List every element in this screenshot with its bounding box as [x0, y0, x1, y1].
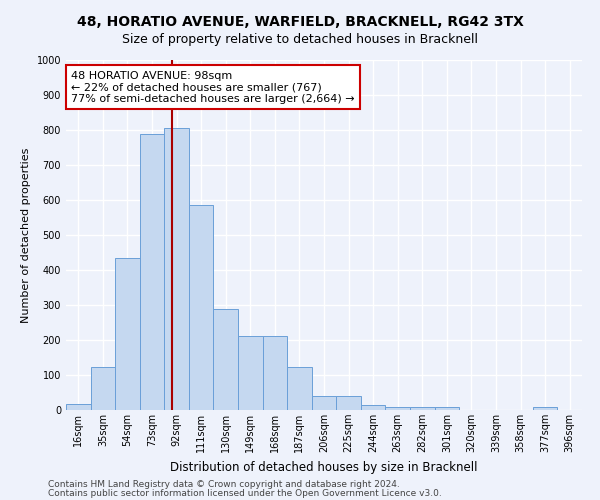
Bar — [91, 368, 115, 410]
Bar — [312, 396, 336, 410]
Bar — [140, 134, 164, 410]
Text: 48 HORATIO AVENUE: 98sqm
← 22% of detached houses are smaller (767)
77% of semi-: 48 HORATIO AVENUE: 98sqm ← 22% of detach… — [71, 70, 355, 104]
Bar — [115, 258, 140, 410]
Bar — [385, 406, 410, 410]
Bar — [336, 396, 361, 410]
Bar — [164, 128, 189, 410]
Bar — [287, 368, 312, 410]
Bar — [533, 406, 557, 410]
Bar — [434, 406, 459, 410]
Bar — [189, 205, 214, 410]
X-axis label: Distribution of detached houses by size in Bracknell: Distribution of detached houses by size … — [170, 460, 478, 473]
Bar — [410, 406, 434, 410]
Text: Size of property relative to detached houses in Bracknell: Size of property relative to detached ho… — [122, 32, 478, 46]
Bar — [66, 404, 91, 410]
Bar — [238, 336, 263, 410]
Text: 48, HORATIO AVENUE, WARFIELD, BRACKNELL, RG42 3TX: 48, HORATIO AVENUE, WARFIELD, BRACKNELL,… — [77, 15, 523, 29]
Text: Contains public sector information licensed under the Open Government Licence v3: Contains public sector information licen… — [48, 488, 442, 498]
Bar — [214, 308, 238, 410]
Bar — [361, 405, 385, 410]
Text: Contains HM Land Registry data © Crown copyright and database right 2024.: Contains HM Land Registry data © Crown c… — [48, 480, 400, 489]
Bar — [263, 336, 287, 410]
Y-axis label: Number of detached properties: Number of detached properties — [21, 148, 31, 322]
